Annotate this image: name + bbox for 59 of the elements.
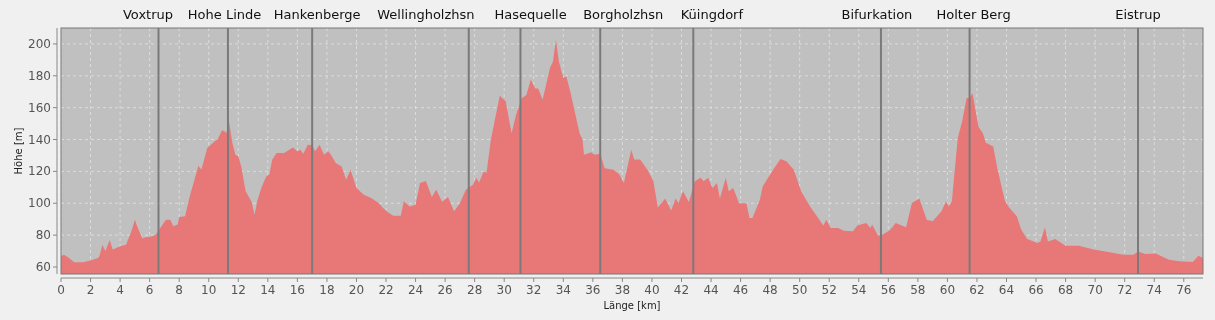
x-tick-label: 16	[289, 283, 306, 297]
x-tick-label: 44	[703, 283, 719, 297]
x-tick-label: 74	[1146, 283, 1162, 297]
y-axis-title: Höhe [m]	[13, 127, 24, 175]
x-tick-label: 48	[762, 283, 778, 297]
y-tick-label: 160	[28, 100, 51, 115]
x-tick-label: 4	[116, 283, 124, 297]
x-tick-label: 58	[910, 283, 926, 297]
y-tick-label: 60	[35, 259, 51, 274]
x-tick-label: 52	[821, 283, 837, 297]
y-tick-label: 140	[28, 132, 51, 147]
x-tick-label: 42	[673, 283, 690, 297]
ref-line-label: Eistrup	[1115, 7, 1161, 22]
ref-line-label: Küingdorf	[680, 7, 744, 22]
x-tick-label: 70	[1087, 283, 1103, 297]
x-tick-label: 10	[201, 283, 217, 297]
x-tick-label: 56	[880, 283, 896, 297]
ref-line-label: Hohe Linde	[187, 7, 262, 22]
ref-line-label: Bifurkation	[841, 7, 913, 22]
x-axis-title: Länge [km]	[603, 300, 661, 311]
x-tick-label: 8	[175, 283, 184, 297]
x-tick-label: 6	[145, 283, 154, 297]
ref-line-label: Hankenberge	[273, 7, 361, 22]
ref-line-label: Borgholzhsn	[583, 7, 664, 22]
x-tick-label: 66	[1028, 283, 1044, 297]
x-tick-label: 54	[851, 283, 867, 297]
x-tick-label: 68	[1057, 283, 1074, 297]
x-tick-label: 22	[378, 283, 394, 297]
y-tick-label: 120	[28, 164, 51, 179]
x-tick-label: 32	[526, 283, 542, 297]
x-tick-label: 64	[998, 283, 1015, 297]
x-tick-label: 30	[496, 283, 512, 297]
ref-line-label: Holter Berg	[936, 7, 1011, 22]
x-tick-label: 26	[437, 283, 453, 297]
ref-line-label: Voxtrup	[122, 7, 174, 22]
x-tick-label: 62	[969, 283, 985, 297]
x-tick-label: 46	[732, 283, 749, 297]
y-tick-label: 80	[35, 228, 51, 243]
x-tick-label: 50	[792, 283, 808, 297]
y-tick-label: 180	[28, 68, 51, 83]
x-tick-label: 40	[644, 283, 660, 297]
x-tick-label: 38	[614, 283, 631, 297]
x-tick-label: 20	[348, 283, 365, 297]
x-tick-label: 2	[86, 283, 95, 297]
x-tick-label: 34	[555, 283, 571, 297]
x-tick-label: 28	[467, 283, 483, 297]
y-tick-label: 200	[28, 36, 51, 51]
ref-line-label: Wellingholzhsn	[377, 7, 475, 22]
x-tick-label: 0	[57, 283, 65, 297]
x-tick-label: 36	[585, 283, 601, 297]
x-tick-label: 18	[319, 283, 335, 297]
x-tick-label: 76	[1176, 283, 1192, 297]
ref-line-label: Hasequelle	[494, 7, 567, 22]
x-tick-label: 72	[1117, 283, 1133, 297]
x-tick-label: 60	[939, 283, 956, 297]
y-tick-label: 100	[28, 196, 51, 211]
x-tick-label: 12	[230, 283, 246, 297]
x-tick-label: 24	[407, 283, 424, 297]
x-tick-label: 14	[260, 283, 276, 297]
